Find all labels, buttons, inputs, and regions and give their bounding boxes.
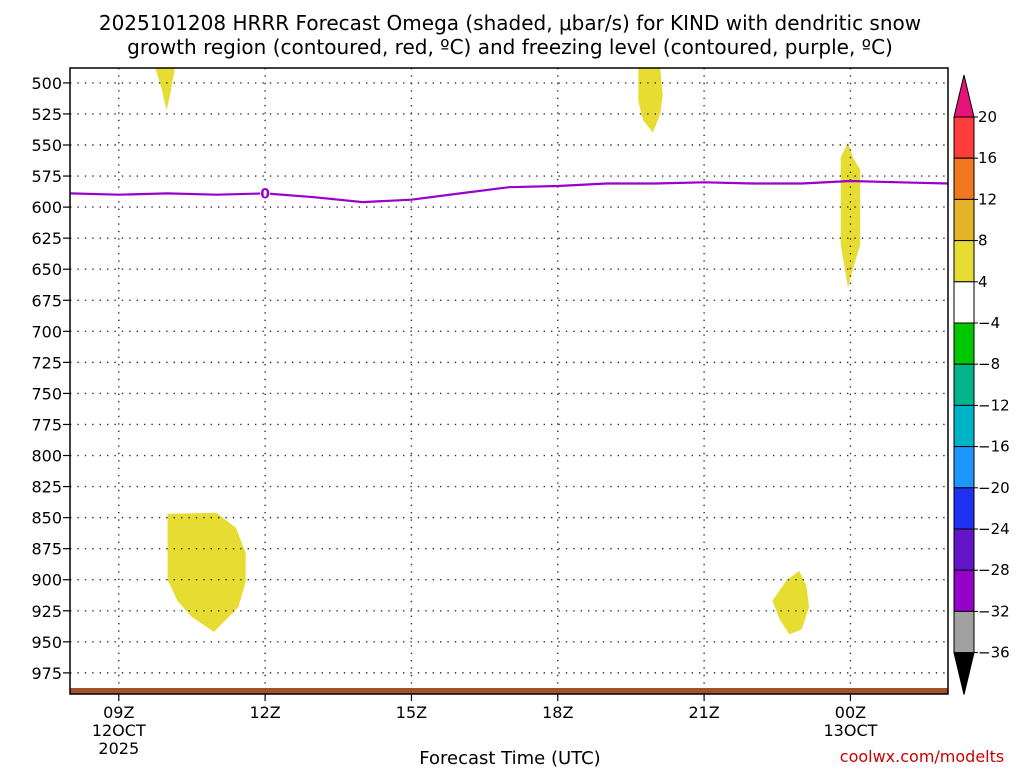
colorbar-label-5: 4 [978, 273, 988, 291]
y-tick-label-650: 650 [31, 260, 62, 279]
freezing-level-label: 0 [260, 186, 270, 202]
x-tick-label-21Z: 21Z [688, 703, 719, 722]
colorbar-label-11: −24 [978, 520, 1010, 538]
colorbar-segment-7 [953, 363, 975, 406]
colorbar-segment-13 [953, 610, 975, 654]
colorbar-label-1: 20 [978, 108, 997, 126]
chart-title-line1: 2025101208 HRRR Forecast Omega (shaded, … [99, 11, 921, 35]
x-tick-year-09Z: 2025 [98, 739, 139, 758]
y-tick-label-875: 875 [31, 540, 62, 559]
colorbar-segment-2 [953, 157, 975, 200]
y-tick-label-850: 850 [31, 509, 62, 528]
omega-region-3 [840, 142, 861, 288]
omega-region-5 [772, 571, 809, 635]
colorbar-label-13: −32 [978, 602, 1010, 620]
colorbar-label-9: −16 [978, 438, 1010, 456]
colorbar-label-14: −36 [978, 644, 1010, 662]
omega-region-4 [167, 512, 246, 632]
colorbar-label-7: −8 [978, 355, 1000, 373]
colorbar-segment-9 [953, 446, 975, 489]
colorbar-label-12: −28 [978, 561, 1010, 579]
ground-band [70, 688, 948, 694]
y-tick-label-500: 500 [31, 74, 62, 93]
y-tick-label-800: 800 [31, 447, 62, 466]
y-tick-label-725: 725 [31, 353, 62, 372]
freezing-level-label-bg [260, 185, 271, 201]
y-tick-label-975: 975 [31, 664, 62, 683]
colorbar-label-10: −20 [978, 479, 1010, 497]
colorbar-segment-8 [953, 404, 975, 448]
y-tick-label-700: 700 [31, 322, 62, 341]
y-axis-ticks: 500 525 550 575 600 625 650 675 700 725 750 775 800 8… [31, 74, 70, 683]
colorbar-label-8: −12 [978, 396, 1010, 414]
omega-region-1 [155, 68, 175, 111]
colorbar-top-arrow [953, 74, 975, 118]
x-tick-sublabel-00Z: 13OCT [823, 721, 877, 740]
colorbar-label-4: 8 [978, 232, 988, 250]
freezing-level-contour: 0 [69, 179, 949, 204]
credit-text: coolwx.com/modelts [840, 747, 1004, 766]
y-tick-label-625: 625 [31, 229, 62, 248]
y-tick-label-525: 525 [31, 105, 62, 124]
colorbar-bottom-arrow [953, 652, 975, 695]
x-tick-label-15Z: 15Z [396, 703, 427, 722]
y-tick-label-950: 950 [31, 633, 62, 652]
y-tick-label-600: 600 [31, 198, 62, 217]
ground-surface [70, 688, 948, 694]
y-tick-label-925: 925 [31, 602, 62, 621]
y-tick-label-900: 900 [31, 571, 62, 590]
colorbar-label-6: −4 [978, 314, 1000, 332]
x-tick-sublabel-09Z: 12OCT [92, 721, 146, 740]
plot-frame [69, 67, 949, 695]
y-tick-label-750: 750 [31, 384, 62, 403]
x-tick-label-12Z: 12Z [249, 703, 280, 722]
y-tick-label-575: 575 [31, 167, 62, 186]
colorbar-segment-3 [953, 198, 975, 242]
omega-shading [155, 68, 861, 635]
y-tick-label-775: 775 [31, 415, 62, 434]
colorbar-segment-12 [953, 569, 975, 612]
colorbar-segment-1 [953, 116, 975, 159]
y-tick-label-675: 675 [31, 291, 62, 310]
colorbar: 20 16 12 8 4 −4 −8 −12 −16 −20 −24 −28 −32 −36 [953, 74, 1010, 695]
x-tick-label-18Z: 18Z [542, 703, 573, 722]
chart-title-line2: growth region (contoured, red, ºC) and f… [127, 35, 893, 59]
omega-region-2 [638, 68, 663, 133]
grid-lines [70, 68, 948, 694]
y-tick-label-825: 825 [31, 478, 62, 497]
colorbar-segment-11 [953, 528, 975, 571]
colorbar-label-2: 16 [978, 149, 997, 167]
colorbar-label-3: 12 [978, 190, 997, 208]
colorbar-segment-6 [953, 322, 975, 365]
y-tick-label-550: 550 [31, 136, 62, 155]
colorbar-segment-4 [953, 240, 975, 283]
freezing-level-line [69, 179, 949, 204]
colorbar-segment-5 [953, 281, 975, 324]
colorbar-segment-10 [953, 487, 975, 530]
x-tick-label-00Z: 00Z [835, 703, 866, 722]
x-axis-label: Forecast Time (UTC) [419, 748, 600, 768]
x-tick-label-09Z: 09Z [103, 703, 134, 722]
